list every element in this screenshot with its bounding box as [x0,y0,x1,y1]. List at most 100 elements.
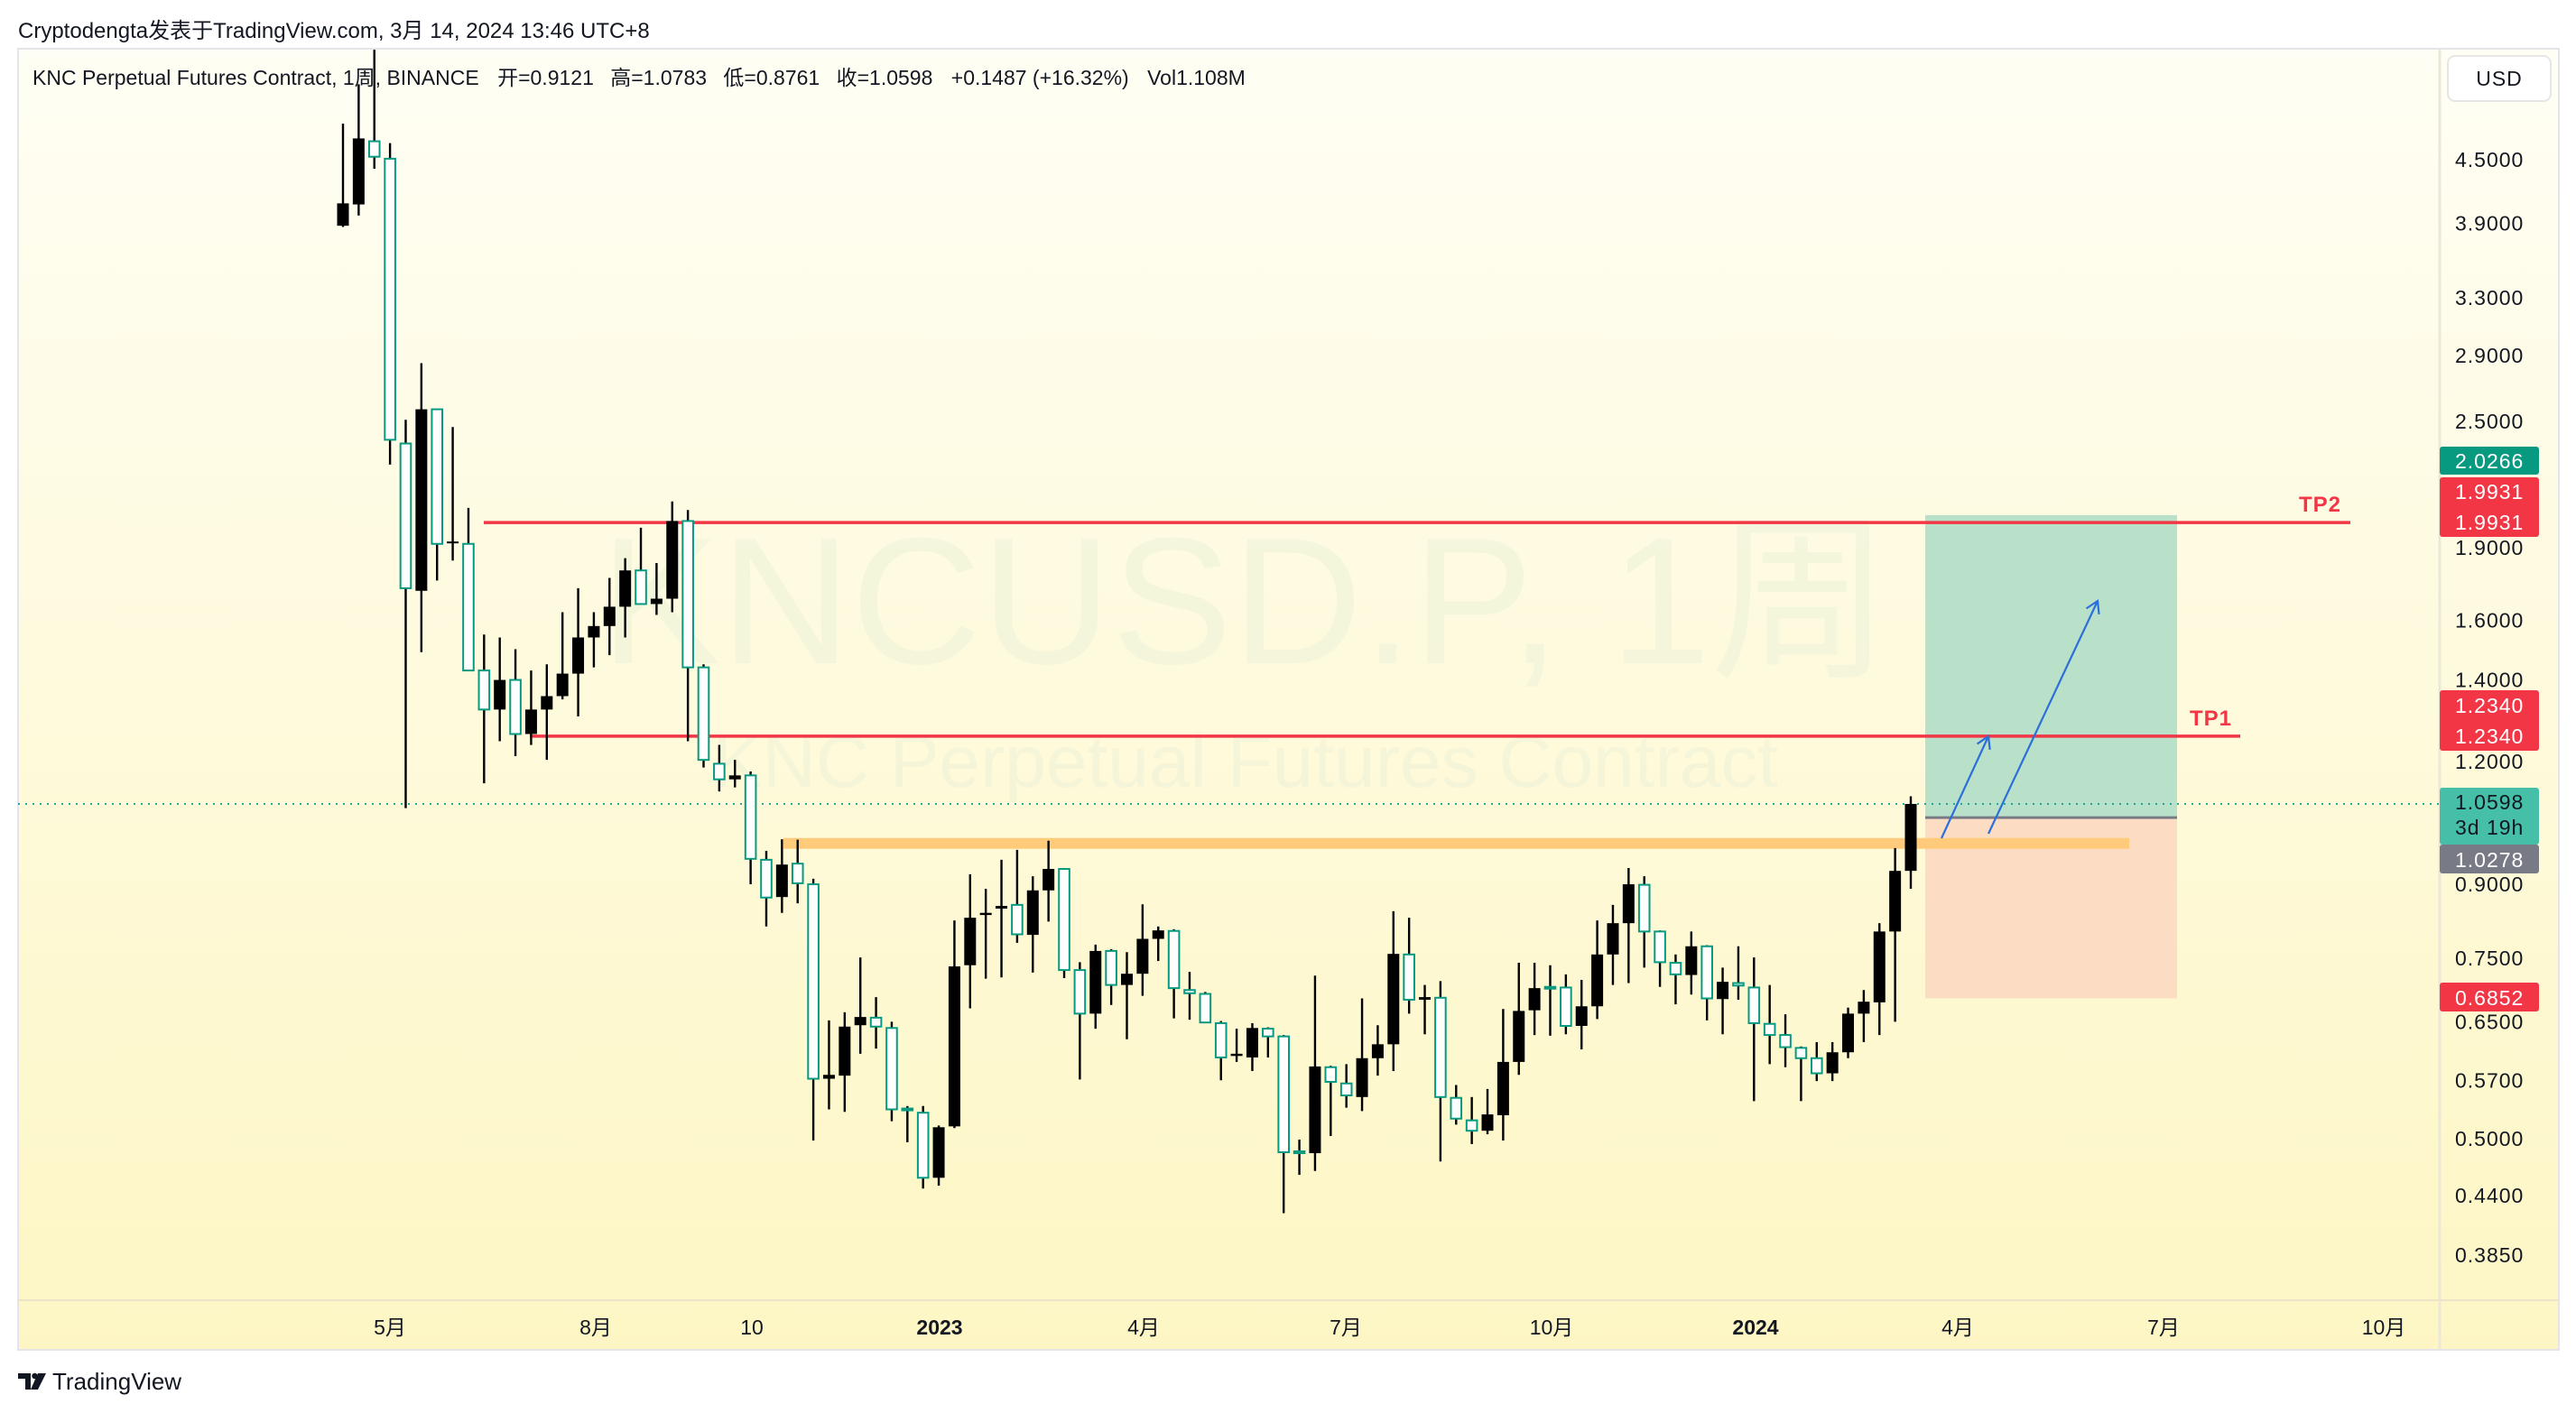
candle-up [619,558,632,638]
price-tick-label: 1.9000 [2455,536,2524,559]
candle-body [1324,1066,1338,1084]
candle-up [1873,923,1886,1036]
candle-down [1560,974,1572,1035]
candle-body [1199,993,1212,1024]
arrow-drawing [1941,734,1991,839]
candle-body [760,858,773,899]
candle-body [1543,985,1557,990]
candle-body [1387,954,1400,1045]
time-tick-label: 2024 [1732,1316,1778,1339]
candle-down [744,771,757,885]
candle-up [1575,980,1588,1049]
candle-up [775,839,788,913]
candle-body [1403,953,1415,1001]
candle-down [1450,1085,1463,1125]
candle-down [885,1021,898,1122]
candle-up [337,123,349,227]
candle-body [524,709,537,734]
target-price-text: 2.0266 [2455,449,2524,473]
candle-body [572,637,585,674]
price-tick-label: 0.6500 [2455,1010,2524,1033]
candle-down [1339,1064,1353,1108]
price-tick-label: 0.5700 [2455,1068,2524,1092]
candle-down [1794,1046,1808,1102]
candle-down [1543,965,1557,1036]
candle-up [666,501,679,613]
candle-down [1011,849,1024,943]
candle-body [1637,883,1651,933]
price-tick-label: 4.5000 [2455,148,2524,171]
candle-body [367,140,381,158]
candle-down [807,878,820,1141]
candle-up [603,577,616,656]
candle-body [807,883,820,1080]
candle-body [1591,954,1604,1007]
candle-body [1450,1096,1463,1120]
time-axis[interactable]: 5月 8月 10 2023 4月 7月 10月 2024 4月 7月 10月 [374,1316,2405,1339]
candle-up [839,1011,851,1113]
arrow-shaft [1941,735,1989,839]
candle-up [524,670,537,745]
candle-up [822,1020,835,1110]
candle-body [399,442,412,589]
candle-down [1810,1041,1823,1082]
tradingview-logo-icon [18,1372,46,1390]
candle-body [1136,938,1149,974]
candle-body [964,918,977,965]
arrow-drawings[interactable] [1941,599,2100,839]
candle-down [635,527,647,605]
bar-countdown-text: 3d 19h [2455,816,2524,839]
candle-up [1607,904,1619,985]
candle-down [713,744,726,792]
arrow-head-icon [1976,734,1991,751]
candle-down [1073,962,1087,1080]
candle-body [1826,1052,1839,1074]
candle-up [948,920,960,1129]
candle-down [1293,1139,1306,1176]
candle-down [1403,918,1415,1014]
candle-body [1167,929,1181,990]
candle-down [1262,1027,1274,1057]
price-axis[interactable]: USD 4.5000 3.9000 3.3000 2.9000 2.5000 1.9000… [2440,55,2552,1267]
candle-body [1858,1002,1870,1014]
candle-down [367,50,381,169]
candle-up [447,427,459,561]
candle-body [1889,871,1902,932]
candle-down [1669,954,1682,1005]
legend-symbol[interactable]: KNC Perpetual Futures Contract, 1周, BINA… [32,66,479,89]
candle-body [839,1026,851,1076]
candle-down [1214,1020,1228,1081]
tp2-label: TP2 [2299,493,2341,517]
legend-open: 开=0.9121 [497,66,594,89]
candle-up [1152,926,1164,962]
price-tick-label: 1.4000 [2455,669,2524,692]
arrow-head-icon [2085,599,2100,615]
legend-low: 低=0.8761 [723,66,820,89]
candle-up [1230,1029,1243,1062]
candle-up [854,957,866,1054]
tp2-price-text-a: 1.9931 [2455,480,2524,503]
tradingview-logo[interactable]: TradingView [18,1368,181,1395]
candle-body [1309,1066,1321,1154]
time-tick-label: 10月 [1530,1316,1574,1339]
candle-up [996,859,1008,978]
candle-body [791,863,804,884]
candle-up [1026,876,1039,973]
tradingview-brand: TradingView [52,1368,181,1395]
position-tool[interactable] [1925,514,2177,999]
candle-body [1058,868,1070,972]
candle-body [603,606,616,626]
candle-down [1434,981,1447,1162]
legend-change: +0.1487 (+16.32%) [951,66,1129,89]
candle-down [462,507,475,672]
currency-button[interactable] [2447,55,2552,102]
stop-price-text: 0.6852 [2455,986,2524,1010]
candle-down [431,408,444,581]
watermark-description: KNC Perpetual Futures Contract [713,721,1779,803]
candle-body [713,762,726,780]
candle-body [1246,1028,1258,1057]
candle-up [588,612,600,668]
candle-down [1199,992,1212,1024]
candle-body [650,598,663,605]
candle-up [1246,1022,1258,1071]
